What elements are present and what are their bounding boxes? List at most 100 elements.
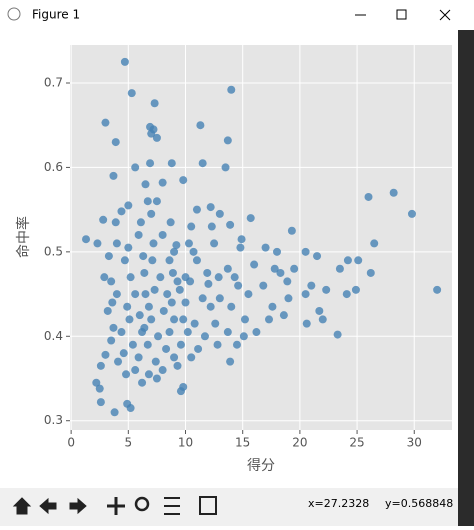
point (176, 387, 185, 396)
point (167, 159, 176, 168)
point (301, 247, 310, 256)
point (109, 171, 118, 180)
point (190, 319, 199, 328)
point (207, 222, 216, 231)
save-button[interactable] (199, 496, 217, 515)
y-axis-label: 命中率 (15, 216, 32, 258)
point (165, 328, 174, 337)
point (204, 279, 213, 288)
point (284, 294, 293, 303)
point (237, 235, 246, 244)
point (154, 332, 163, 341)
point (131, 163, 140, 172)
point (156, 273, 165, 282)
point (173, 277, 182, 286)
maximize-button[interactable] (396, 9, 407, 20)
x-tick-label: 5 (125, 436, 133, 450)
home-button[interactable] (12, 497, 32, 515)
point (139, 252, 148, 261)
point (192, 256, 201, 265)
point (234, 281, 243, 290)
x-tick-label: 0 (67, 436, 75, 450)
configure-button[interactable] (164, 497, 180, 515)
point (120, 256, 129, 265)
point (273, 247, 282, 256)
point (123, 302, 132, 311)
point (179, 176, 188, 185)
point (152, 133, 161, 142)
point (158, 230, 167, 239)
point (279, 311, 288, 320)
point (95, 384, 104, 393)
back-button[interactable] (39, 497, 57, 515)
point (236, 243, 245, 252)
y-tick-label: 0.4 (44, 329, 63, 343)
point (134, 353, 143, 362)
point (270, 264, 279, 273)
point (150, 285, 159, 294)
point (175, 285, 184, 294)
point (192, 205, 201, 214)
point (335, 264, 344, 273)
point (101, 350, 110, 359)
close-button[interactable] (439, 9, 451, 21)
point (370, 239, 379, 248)
point (181, 298, 190, 307)
point (104, 252, 113, 261)
point (187, 222, 196, 231)
point (122, 370, 131, 379)
pan-button[interactable] (107, 497, 125, 515)
point (239, 332, 248, 341)
point (134, 230, 143, 239)
point (111, 218, 120, 227)
point (108, 298, 117, 307)
point (354, 256, 363, 265)
point (143, 197, 152, 206)
point (136, 218, 145, 227)
background-editor (458, 30, 474, 526)
point (215, 294, 224, 303)
point (120, 57, 129, 66)
point (152, 374, 161, 383)
point (389, 188, 398, 197)
point (265, 315, 274, 324)
point (82, 235, 91, 244)
x-tick-label: 15 (235, 436, 250, 450)
point (124, 243, 133, 252)
point (261, 243, 270, 252)
point (96, 398, 105, 407)
point (107, 336, 116, 345)
y-tick-label: 0.5 (44, 244, 63, 258)
point (230, 273, 239, 282)
point (114, 357, 123, 366)
point (141, 290, 150, 299)
point (196, 121, 205, 130)
point (176, 340, 185, 349)
point (124, 201, 133, 210)
point (181, 273, 190, 282)
point (144, 370, 153, 379)
point (200, 332, 209, 341)
point (112, 239, 121, 248)
point (184, 239, 193, 248)
x-tick-label: 30 (407, 436, 422, 450)
point (167, 298, 176, 307)
point (318, 315, 327, 324)
point (302, 319, 311, 328)
point (92, 378, 101, 387)
point (135, 311, 144, 320)
point (221, 163, 230, 172)
point (206, 302, 215, 311)
point (131, 366, 140, 375)
point (206, 203, 215, 212)
point (166, 218, 175, 227)
point (152, 197, 161, 206)
forward-button[interactable] (69, 497, 87, 515)
zoom-button[interactable] (134, 496, 150, 512)
point (290, 264, 299, 273)
point (333, 330, 342, 339)
point (301, 290, 310, 299)
point (189, 247, 198, 256)
point (112, 290, 121, 299)
point (211, 319, 220, 328)
